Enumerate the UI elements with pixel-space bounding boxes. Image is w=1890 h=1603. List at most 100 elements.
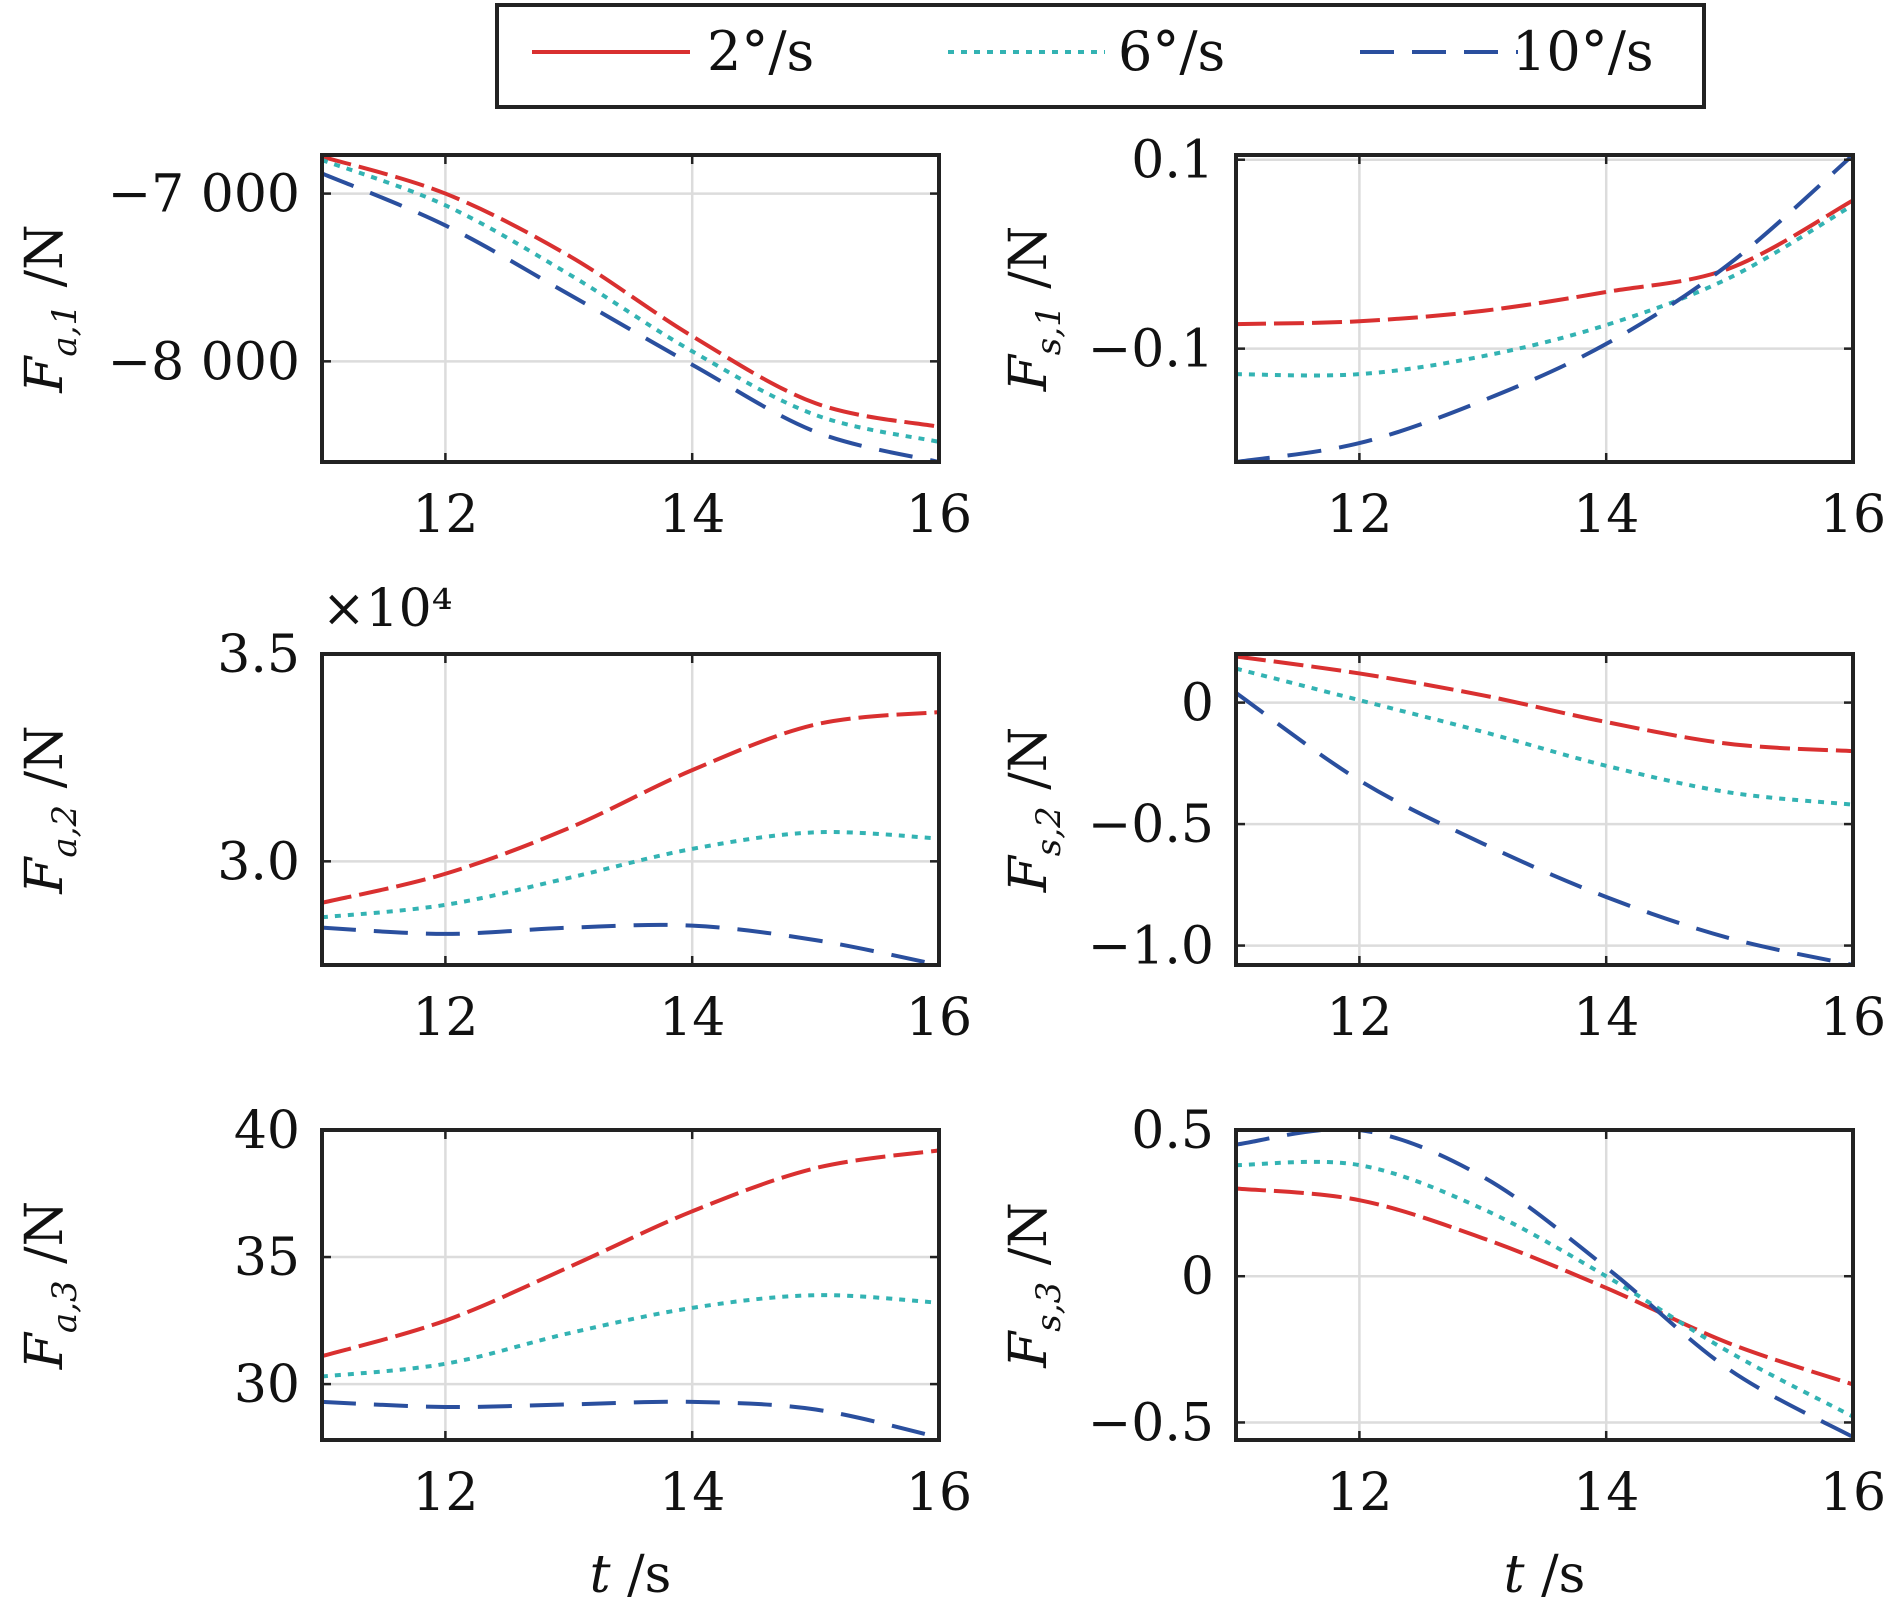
- x-tick-label: 16: [906, 988, 972, 1048]
- plot-area: [322, 654, 939, 965]
- y-axis-label-unit: /N: [15, 224, 75, 304]
- series-line: [322, 1399, 939, 1440]
- x-tick-label: 16: [906, 485, 972, 545]
- series-group: [322, 710, 939, 967]
- series-line: [322, 1148, 939, 1359]
- x-tick-label: 12: [1326, 988, 1392, 1048]
- subplot-a3: 12 14 16 30 35 40 Fa,3 /N t /s: [15, 1101, 972, 1603]
- y-axis-label: Fs,1 /N: [999, 226, 1069, 393]
- y-tick-label: −8 000: [108, 332, 300, 392]
- subplot-s2: 12 14 16 −1.0 −0.5 0 Fs,2 /N: [999, 652, 1886, 1048]
- series-line: [322, 830, 939, 920]
- axes-frame: [1234, 1128, 1855, 1442]
- y-tick-label: −7 000: [108, 165, 300, 225]
- plot-area: [322, 1130, 939, 1440]
- subplot-s1: 12 14 16 −0.1 0.1 Fs,1 /N: [999, 131, 1886, 545]
- y-tick-label: 0: [1181, 1247, 1214, 1307]
- y-axis-label-subscript: s,3: [1029, 1282, 1069, 1332]
- y-axis-label-symbol: F: [15, 856, 75, 895]
- y-tick-label: 3.5: [217, 625, 300, 685]
- x-axis-label-unit: /s: [611, 1545, 672, 1603]
- x-tick-label: 12: [412, 1463, 478, 1523]
- series-line: [1236, 153, 1853, 464]
- series-line: [322, 158, 939, 444]
- y-tick-label: 3.0: [217, 832, 300, 892]
- plot-area: [1236, 155, 1853, 462]
- x-axis-label-symbol: t: [590, 1545, 611, 1603]
- y-axis-label-unit: /N: [999, 727, 1059, 807]
- series-line: [322, 154, 939, 429]
- series-line: [1236, 654, 1853, 754]
- x-tick-label: 14: [659, 1463, 725, 1523]
- x-tick-label: 16: [1820, 485, 1886, 545]
- series-line: [1236, 666, 1853, 807]
- y-axis-label: Fa,1 /N: [15, 224, 85, 393]
- axes-frame: [320, 153, 941, 464]
- y-axis-label-symbol: F: [15, 1331, 75, 1370]
- y-axis-label: Fs,2 /N: [999, 727, 1069, 894]
- subplot-grid: 12 14 16 −8 000 −7 000 Fa,1 /N 12 14 16 −0.1 0.1 Fs…: [15, 131, 1886, 1603]
- series-line: [1236, 691, 1853, 967]
- y-axis-label: Fa,3 /N: [15, 1201, 85, 1370]
- y-tick-label: 35: [234, 1228, 300, 1288]
- y-axis-label-subscript: a,1: [45, 304, 85, 357]
- y-axis-label: Fa,2 /N: [15, 725, 85, 894]
- x-tick-label: 14: [1573, 1463, 1639, 1523]
- series-group: [1236, 654, 1853, 967]
- plot-area: [1236, 1130, 1853, 1440]
- legend: 2°/s 6°/s 10°/s: [495, 3, 1706, 109]
- series-line: [1236, 198, 1853, 327]
- y-axis-label-symbol: F: [999, 854, 1059, 893]
- y-axis-label-symbol: F: [15, 355, 75, 394]
- y-axis-label-unit: /N: [15, 725, 75, 805]
- x-tick-label: 16: [906, 1463, 972, 1523]
- plot-area: [322, 155, 939, 462]
- x-tick-label: 14: [659, 485, 725, 545]
- y-axis-label-subscript: s,1: [1029, 305, 1069, 355]
- x-axis-label-unit: /s: [1525, 1545, 1586, 1603]
- x-tick-label: 12: [412, 485, 478, 545]
- y-tick-label: −0.5: [1088, 795, 1214, 855]
- x-tick-label: 14: [1573, 485, 1639, 545]
- y-tick-label: −0.5: [1088, 1393, 1214, 1453]
- y-axis-label-subscript: a,3: [45, 1280, 85, 1333]
- y-tick-label: 30: [234, 1355, 300, 1415]
- x-axis-label-symbol: t: [1504, 1545, 1525, 1603]
- y-tick-label: 0.1: [1131, 131, 1214, 191]
- subplot-a2: 12 14 16 3.0 3.5 ×10⁴ Fa,2 /N: [15, 579, 972, 1048]
- y-axis-label-symbol: F: [999, 353, 1059, 392]
- x-tick-label: 16: [1820, 988, 1886, 1048]
- x-axis-label: t /s: [1504, 1545, 1586, 1603]
- legend-label: 6°/s: [1118, 20, 1225, 83]
- subplot-a1: 12 14 16 −8 000 −7 000 Fa,1 /N: [15, 153, 972, 545]
- y-axis-label-unit: /N: [15, 1201, 75, 1281]
- x-tick-label: 14: [1573, 988, 1639, 1048]
- y-tick-label: 40: [234, 1101, 300, 1161]
- x-tick-label: 12: [1326, 485, 1392, 545]
- plot-area: [1236, 654, 1853, 965]
- legend-label: 2°/s: [707, 20, 814, 83]
- y-axis-label-unit: /N: [999, 226, 1059, 306]
- axes-frame: [1234, 153, 1855, 464]
- x-tick-label: 16: [1820, 1463, 1886, 1523]
- y-axis-label-unit: /N: [999, 1202, 1059, 1282]
- series-group: [322, 1148, 939, 1440]
- axes-frame: [1234, 652, 1855, 967]
- legend-label: 10°/s: [1512, 20, 1654, 83]
- series-line: [322, 922, 939, 967]
- y-tick-label: −0.1: [1088, 320, 1214, 380]
- x-tick-label: 14: [659, 988, 725, 1048]
- x-axis-label: t /s: [590, 1545, 672, 1603]
- y-axis-label: Fs,3 /N: [999, 1202, 1069, 1369]
- y-axis-label-subscript: a,2: [45, 805, 85, 858]
- series-line: [322, 1293, 939, 1379]
- series-line: [1236, 203, 1853, 378]
- axes-frame: [320, 1128, 941, 1442]
- x-tick-label: 12: [412, 988, 478, 1048]
- series-line: [322, 171, 939, 464]
- y-tick-label: −1.0: [1088, 917, 1214, 977]
- series-line: [1236, 1159, 1853, 1419]
- y-axis-label-symbol: F: [999, 1330, 1059, 1369]
- series-line: [322, 710, 939, 905]
